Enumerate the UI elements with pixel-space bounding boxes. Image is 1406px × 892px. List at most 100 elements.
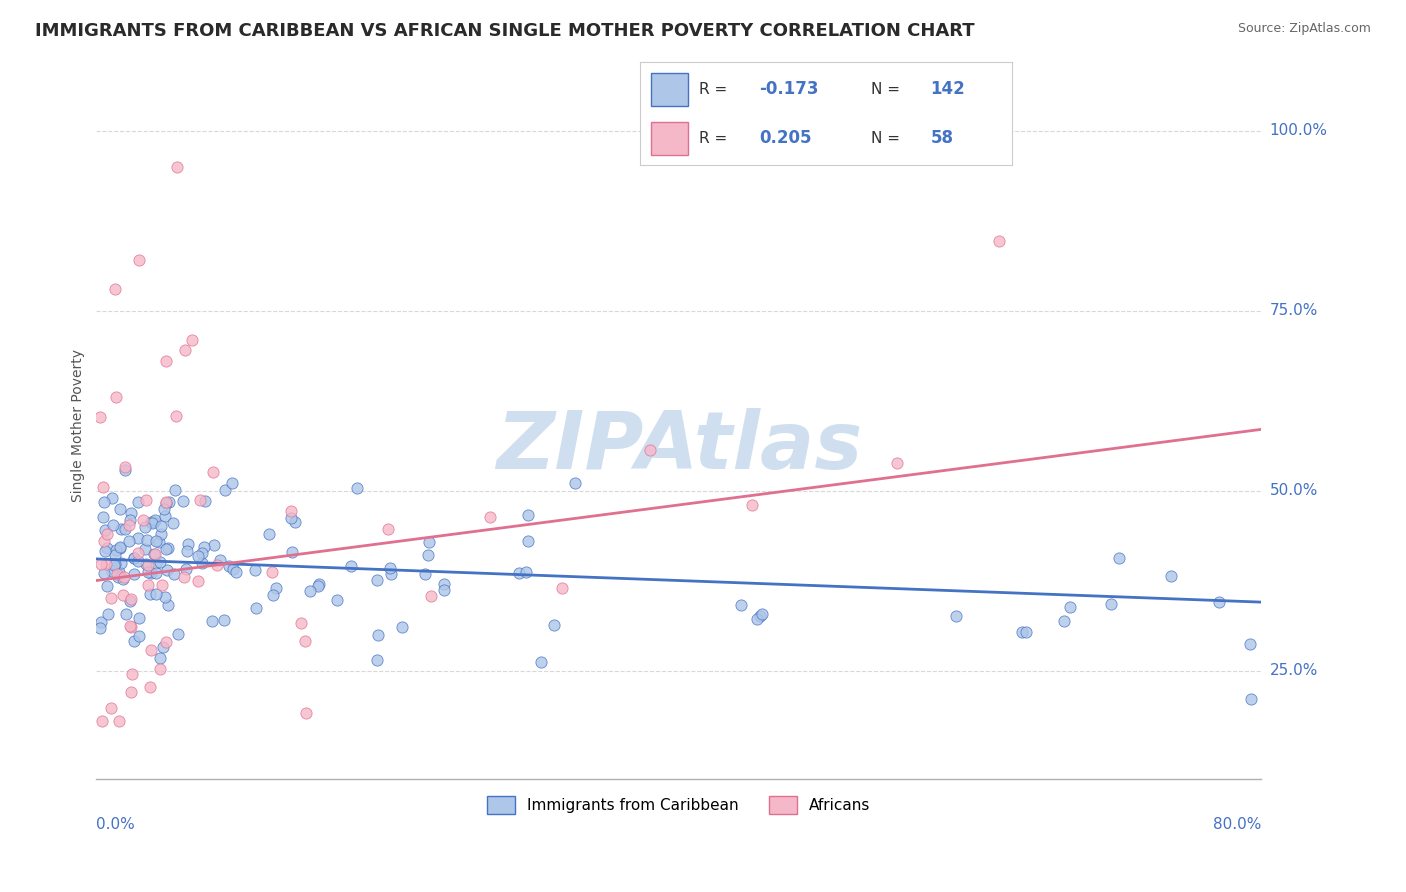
Point xyxy=(1101,597,1123,611)
Point xyxy=(152,640,174,655)
Point xyxy=(307,579,329,593)
Text: 58: 58 xyxy=(931,129,953,147)
Point xyxy=(741,499,763,513)
Point xyxy=(221,475,243,490)
Text: Source: ZipAtlas.com: Source: ZipAtlas.com xyxy=(1237,22,1371,36)
Point xyxy=(114,522,136,536)
Point xyxy=(96,527,118,541)
Point xyxy=(418,534,440,549)
Point xyxy=(988,235,1011,249)
Point xyxy=(145,587,167,601)
Point xyxy=(366,574,388,588)
Point xyxy=(257,526,280,541)
Point xyxy=(1239,637,1261,651)
Point xyxy=(128,629,150,643)
Point xyxy=(157,541,180,555)
Point xyxy=(188,492,211,507)
Point xyxy=(174,343,197,357)
FancyBboxPatch shape xyxy=(651,73,688,105)
Point xyxy=(280,545,302,559)
Point xyxy=(225,565,247,579)
Point xyxy=(96,541,118,556)
Point xyxy=(118,518,141,533)
Text: R =: R = xyxy=(699,131,733,146)
Point xyxy=(120,685,142,699)
Point xyxy=(128,611,150,625)
Point xyxy=(128,253,150,268)
Point xyxy=(143,547,166,561)
Point xyxy=(295,706,318,720)
Point xyxy=(202,537,225,551)
Point xyxy=(280,511,302,525)
Point xyxy=(945,608,967,623)
Point xyxy=(551,581,574,595)
Text: 25.0%: 25.0% xyxy=(1270,663,1317,678)
Point xyxy=(747,612,769,626)
Point xyxy=(145,533,167,548)
Point xyxy=(339,559,361,574)
Point xyxy=(134,520,156,534)
Point xyxy=(103,558,125,572)
Point xyxy=(145,557,167,571)
Point xyxy=(122,551,145,566)
FancyBboxPatch shape xyxy=(651,122,688,155)
Point xyxy=(391,620,413,634)
Point xyxy=(150,519,173,533)
Point xyxy=(166,626,188,640)
Point xyxy=(141,515,163,529)
Point xyxy=(191,556,214,570)
Point xyxy=(162,516,184,530)
Text: 50.0%: 50.0% xyxy=(1270,483,1317,498)
Point xyxy=(149,526,172,541)
Point xyxy=(107,714,129,728)
Point xyxy=(1059,600,1081,615)
Point xyxy=(135,493,157,508)
Point xyxy=(143,516,166,530)
Point xyxy=(209,553,232,567)
Point xyxy=(143,513,166,527)
Point xyxy=(120,619,142,633)
Point xyxy=(139,681,162,695)
Point xyxy=(136,578,159,592)
Point xyxy=(104,282,127,296)
Point xyxy=(187,574,209,588)
Point xyxy=(112,570,135,584)
Point xyxy=(108,502,131,516)
Point xyxy=(478,509,501,524)
Point xyxy=(1108,551,1130,566)
Point xyxy=(153,590,176,604)
Point xyxy=(110,522,132,536)
Point xyxy=(155,635,177,649)
Point xyxy=(1208,595,1230,609)
Point xyxy=(290,616,312,631)
Point xyxy=(155,542,177,557)
Point xyxy=(1011,625,1033,640)
Point xyxy=(91,480,114,494)
Point xyxy=(149,555,172,569)
Point xyxy=(121,667,143,681)
Point xyxy=(118,593,141,607)
Point xyxy=(543,617,565,632)
Text: 100.0%: 100.0% xyxy=(1270,123,1327,138)
Point xyxy=(380,566,402,581)
Point xyxy=(127,495,149,509)
Point xyxy=(149,663,172,677)
Point xyxy=(93,534,115,549)
Text: 142: 142 xyxy=(931,80,965,98)
Point xyxy=(94,544,117,558)
Point xyxy=(298,584,321,599)
Point xyxy=(214,483,236,497)
Point xyxy=(638,443,661,458)
Point xyxy=(110,540,132,554)
Point xyxy=(508,566,530,581)
Point xyxy=(103,517,125,532)
Legend: Immigrants from Caribbean, Africans: Immigrants from Caribbean, Africans xyxy=(481,789,876,821)
Point xyxy=(1015,624,1038,639)
Text: ZIPAtlas: ZIPAtlas xyxy=(496,408,862,486)
Point xyxy=(132,513,155,527)
Point xyxy=(122,634,145,648)
Point xyxy=(564,475,586,490)
Point xyxy=(112,572,135,586)
Point xyxy=(166,160,188,174)
Point xyxy=(886,456,908,470)
